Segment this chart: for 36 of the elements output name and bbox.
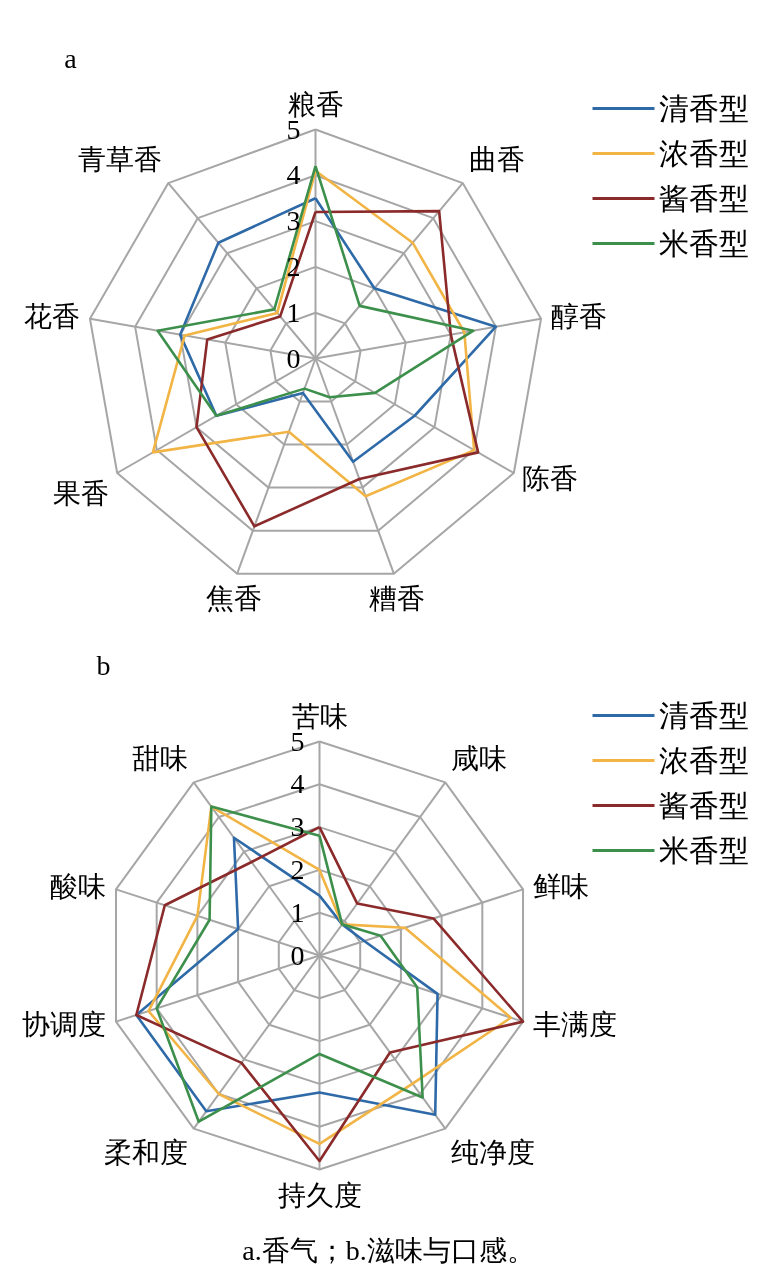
spoke-label: 酸味 bbox=[50, 870, 107, 902]
y-tick-label: 4 bbox=[290, 768, 305, 800]
y-tick-label: 1 bbox=[290, 896, 305, 928]
chart-title: b bbox=[96, 650, 111, 681]
spoke-label: 曲香 bbox=[469, 144, 526, 176]
y-tick-label: 0 bbox=[290, 939, 305, 971]
spoke-label: 甜味 bbox=[131, 743, 188, 775]
legend-label: 清香型 bbox=[658, 699, 749, 732]
y-tick-label: 1 bbox=[286, 296, 301, 328]
legend-label: 米香型 bbox=[658, 227, 749, 260]
y-tick-label: 2 bbox=[290, 853, 305, 885]
spoke-label: 糟香 bbox=[369, 583, 426, 615]
spoke-label: 花香 bbox=[24, 301, 81, 333]
spoke-label: 焦香 bbox=[205, 583, 262, 615]
spoke-label: 青草香 bbox=[77, 144, 162, 176]
chart-title: a bbox=[64, 43, 78, 74]
spoke-label: 咸味 bbox=[451, 743, 508, 775]
legend-label: 米香型 bbox=[658, 834, 749, 867]
spoke-label: 醇香 bbox=[550, 301, 607, 333]
legend-label: 酱香型 bbox=[658, 789, 749, 822]
spoke-label: 丰满度 bbox=[532, 1009, 617, 1041]
spoke-label: 陈香 bbox=[522, 462, 579, 494]
legend-label: 浓香型 bbox=[658, 744, 749, 777]
y-tick-label: 4 bbox=[286, 159, 301, 191]
spoke-label: 果香 bbox=[52, 478, 109, 509]
y-tick-label: 0 bbox=[286, 342, 301, 374]
legend-label: 清香型 bbox=[658, 92, 749, 125]
legend-label: 酱香型 bbox=[658, 182, 749, 215]
spoke-label: 持久度 bbox=[277, 1179, 362, 1211]
spoke-label: 纯净度 bbox=[451, 1136, 536, 1168]
y-tick-label: 3 bbox=[286, 205, 301, 237]
spoke-label: 鲜味 bbox=[532, 870, 589, 902]
spoke-label: 协调度 bbox=[22, 1009, 107, 1041]
legend-label: 浓香型 bbox=[658, 137, 749, 170]
text: a.香气；b.滋味与口感。 bbox=[242, 1235, 535, 1266]
spoke-label: 柔和度 bbox=[103, 1136, 188, 1168]
